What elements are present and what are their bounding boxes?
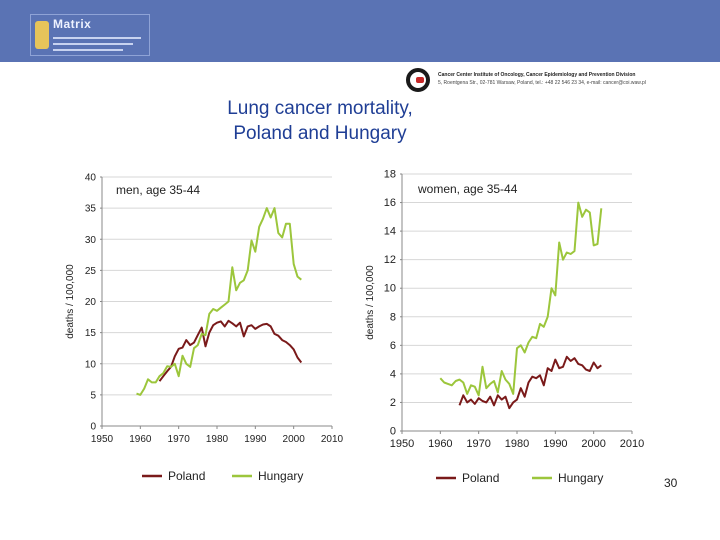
chart2-y-tick-label: 8	[390, 311, 396, 323]
page-number: 30	[664, 476, 678, 490]
chart1-x-tick-label: 1960	[129, 434, 152, 445]
chart2-x-tick-label: 2000	[581, 438, 605, 450]
chart1-y-tick-label: 0	[90, 422, 96, 433]
chart2-y-tick-label: 2	[390, 397, 396, 409]
institute-address: 5, Roentgena Str., 02-781 Warsaw, Poland…	[438, 80, 646, 86]
chart2-x-tick-label: 1990	[543, 438, 567, 450]
chart1-y-tick-label: 30	[85, 235, 97, 246]
chart2-y-tick-label: 14	[384, 226, 396, 238]
chart2-y-tick-label: 12	[384, 254, 396, 266]
slide-title: Lung cancer mortality, Poland and Hungar…	[180, 96, 460, 146]
chart1-y-tick-label: 20	[85, 297, 97, 308]
chart1-y-tick-label: 15	[85, 328, 97, 339]
chart2-x-tick-label: 2010	[620, 438, 644, 450]
institute-header: Cancer Center Institute of Oncology, Can…	[406, 68, 706, 96]
chart1-y-tick-label: 35	[85, 204, 97, 215]
chart1-y-tick-label: 40	[85, 173, 97, 184]
chart1-series-hungary-line	[136, 207, 302, 396]
chart1-y-axis-label: deaths / 100,000	[65, 264, 76, 339]
chart2-title: women, age 35-44	[417, 182, 518, 196]
title-line-1: Lung cancer mortality,	[227, 98, 413, 119]
logo-text: Matrix	[53, 17, 92, 31]
title-line-2: Poland and Hungary	[233, 123, 407, 144]
chart1-title: men, age 35-44	[116, 183, 200, 197]
chart2-y-tick-label: 0	[390, 426, 396, 438]
chart2-y-tick-label: 6	[390, 340, 396, 352]
chart2-legend-label-poland: Poland	[462, 471, 499, 485]
chart1-x-tick-label: 1980	[206, 434, 229, 445]
institute-name: Cancer Center Institute of Oncology, Can…	[438, 72, 636, 78]
chart1-x-tick-label: 1950	[91, 434, 114, 445]
chart2-x-tick-label: 1970	[466, 438, 490, 450]
chart1-legend-label-hungary: Hungary	[258, 469, 303, 483]
chart1-x-tick-label: 2010	[321, 434, 344, 445]
chart2-x-tick-label: 1950	[390, 438, 414, 450]
chart2-y-axis-label: deaths / 100,000	[365, 265, 376, 340]
chart2-x-tick-label: 1980	[505, 438, 529, 450]
chart2-legend-label-hungary: Hungary	[558, 471, 603, 485]
institute-logo-icon	[406, 68, 430, 92]
header-banner: Matrix	[0, 0, 720, 62]
conference-logo: Matrix	[30, 14, 150, 56]
chart1-x-tick-label: 2000	[283, 434, 306, 445]
chart2-series-poland-line	[458, 355, 602, 410]
chart1-x-tick-label: 1990	[244, 434, 267, 445]
chart1-x-tick-label: 1970	[168, 434, 191, 445]
chart1-y-tick-label: 5	[90, 390, 96, 401]
chart2-x-tick-label: 1960	[428, 438, 452, 450]
chart2-y-tick-label: 18	[384, 169, 396, 181]
chart2-y-tick-label: 16	[384, 197, 396, 209]
chart2-y-tick-label: 4	[390, 368, 396, 380]
chart2-series-hungary-line	[439, 201, 603, 397]
chart1-y-tick-label: 10	[85, 359, 97, 370]
crest-icon	[35, 21, 49, 49]
chart1-y-tick-label: 25	[85, 266, 97, 277]
chart1-series-poland-line	[158, 319, 303, 382]
chart2-y-tick-label: 10	[384, 283, 396, 295]
chart1-legend-label-poland: Poland	[168, 469, 205, 483]
